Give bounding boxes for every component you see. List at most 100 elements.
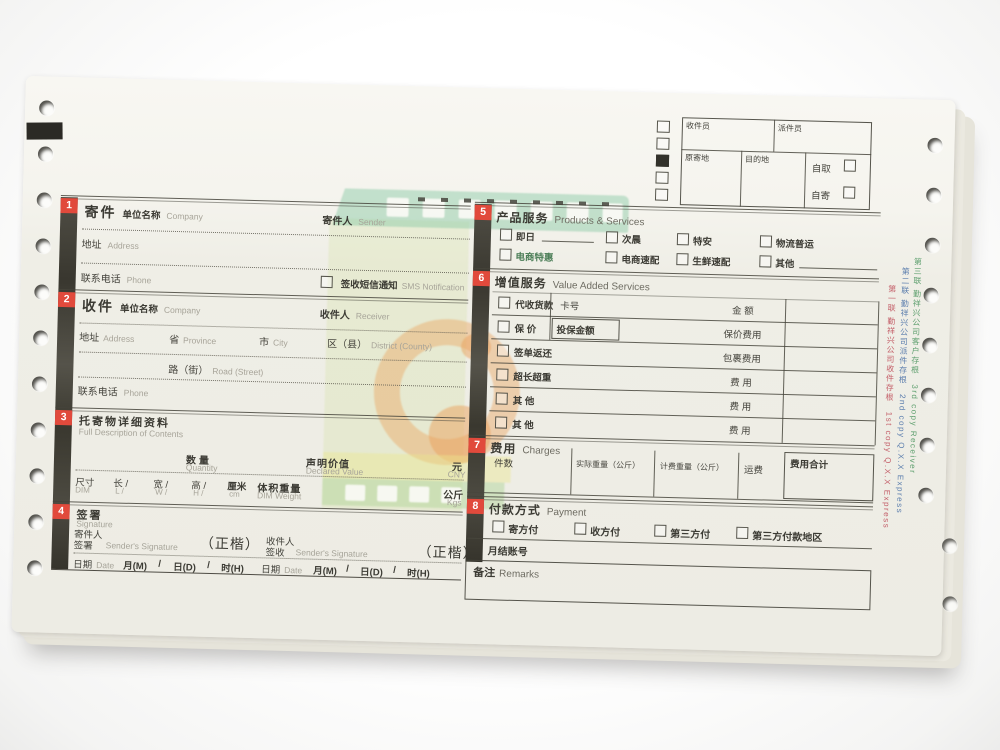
receiver-phone-label: 联系电话: [77, 386, 118, 399]
corner-checkbox-4[interactable]: [655, 171, 669, 184]
date-label-en: Date: [96, 560, 115, 571]
receiver-person-label-en: Receiver: [355, 310, 390, 322]
cm-label-en: cm: [229, 489, 240, 499]
sender-address-label-en: Address: [107, 240, 139, 252]
date-label-2-en: Date: [284, 564, 303, 576]
sender-phone-label: 联系电话: [80, 273, 121, 286]
other-vas-label-1: 其 他: [512, 395, 535, 408]
pay-third-party-checkbox[interactable]: [654, 524, 667, 537]
fresh-express-label: 生鲜速配: [692, 256, 731, 269]
pay-third-party-region-label: 第三方付款地区: [752, 531, 823, 544]
cod-amount-label: 金 额: [731, 305, 754, 318]
section1-badge: 1: [60, 197, 78, 214]
standard-logistics-checkbox[interactable]: [759, 235, 773, 248]
sender-block-letters-label: （正楷）: [199, 534, 261, 553]
city-label-en: City: [272, 337, 288, 348]
secure-express-label: 特安: [692, 236, 713, 249]
kg-label-en: Kgs: [446, 497, 462, 508]
ecommerce-express-label: 电商速配: [621, 254, 660, 267]
self-pickup-checkbox[interactable]: [843, 159, 857, 172]
corner-checkbox-2[interactable]: [656, 137, 670, 150]
package-fee-label: 包裹费用: [722, 353, 761, 366]
insured-amount-label: 投保金额: [556, 324, 595, 337]
receipt-return-label: 签单返还: [513, 347, 553, 360]
next-morning-checkbox[interactable]: [605, 231, 619, 244]
other-product-label: 其他: [775, 258, 795, 271]
length-label-en: L /: [115, 486, 124, 496]
other-fee-label-1: 费 用: [729, 401, 752, 414]
pay-receiver-checkbox[interactable]: [574, 522, 587, 535]
payment-section-title: 付款方式: [488, 502, 541, 518]
total-charges-label: 费用合计: [789, 459, 829, 472]
next-morning-label: 次晨: [621, 234, 642, 247]
sender-address-label: 地址: [81, 239, 102, 252]
origin-label: 原寄地: [684, 153, 710, 163]
products-section-title: 产品服务: [496, 210, 549, 226]
section4-badge: 4: [52, 503, 70, 520]
ecommerce-discount-checkbox[interactable]: [499, 248, 512, 261]
slash: /: [158, 558, 162, 570]
sms-label-en: SMS Notification: [401, 280, 465, 293]
other-product-checkbox[interactable]: [759, 255, 772, 268]
freight-label: 运费: [743, 464, 764, 477]
section5-badge: 5: [474, 204, 492, 221]
self-pickup-label: 自取: [811, 163, 831, 176]
remarks-label: 备注: [472, 566, 496, 580]
city-label: 市: [258, 337, 270, 349]
corner-checkbox-5[interactable]: [654, 188, 669, 201]
cod-label: 代收货款: [515, 299, 554, 312]
same-day-checkbox[interactable]: [499, 228, 513, 241]
district-label-en: District (County): [370, 340, 433, 352]
dim-weight-label-en: DIM Weight: [256, 490, 302, 502]
vas-section-title-en: Value Added Services: [552, 279, 650, 294]
charges-section-title: 费用: [490, 441, 517, 456]
self-send-checkbox[interactable]: [843, 186, 856, 199]
insured-checkbox[interactable]: [497, 320, 510, 333]
ecommerce-discount-label: 电商特惠: [515, 251, 554, 264]
oversize-fee-label: 费 用: [730, 377, 752, 390]
other-vas-checkbox-1[interactable]: [495, 392, 508, 405]
corner-checkbox-1[interactable]: [656, 120, 671, 133]
corner-checkbox-3-checked[interactable]: [655, 154, 670, 167]
products-section-title-en: Products & Services: [554, 214, 645, 229]
payment-section-title-en: Payment: [546, 506, 587, 519]
charges-section-title-en: Charges: [522, 445, 561, 458]
other-vas-checkbox-2[interactable]: [494, 416, 508, 429]
slash: /: [346, 563, 349, 575]
road-label-en: Road (Street): [212, 365, 264, 378]
sms-notification-checkbox[interactable]: [320, 275, 333, 289]
oversize-checkbox[interactable]: [496, 368, 509, 381]
vas-section-title: 增值服务: [494, 275, 547, 291]
slash: /: [207, 559, 211, 571]
section2-badge: 2: [57, 291, 76, 308]
sender-person-label-en: Sender: [358, 216, 386, 228]
card-number-label: 卡号: [560, 301, 580, 313]
other-vas-label-2: 其 他: [511, 419, 534, 432]
section8-badge: 8: [466, 498, 485, 515]
sender-person-label: 寄件人: [322, 215, 353, 228]
insured-fee-label: 保价费用: [723, 329, 762, 342]
province-label: 省: [168, 334, 180, 347]
secure-express-checkbox[interactable]: [676, 233, 690, 246]
receipt-return-checkbox[interactable]: [496, 344, 510, 357]
self-send-label: 自寄: [810, 190, 831, 203]
cod-checkbox[interactable]: [498, 296, 511, 309]
receiver-section-title: 收件: [81, 297, 115, 315]
height-label-en: H /: [193, 488, 204, 498]
pieces-label: 件数: [493, 458, 514, 470]
sender-sign-label: 签署: [73, 540, 93, 552]
cny-label-en: CNY: [447, 469, 466, 480]
insured-label: 保 价: [514, 323, 537, 336]
ecommerce-express-checkbox[interactable]: [605, 251, 618, 264]
other-fee-label-2: 费 用: [728, 425, 751, 438]
fresh-express-checkbox[interactable]: [676, 253, 689, 266]
monthly-account-label: 月结账号: [487, 546, 528, 559]
charge-weight-label: 计费重量（公斤）: [659, 461, 725, 473]
pay-sender-checkbox[interactable]: [492, 520, 505, 533]
remarks-label-en: Remarks: [498, 568, 540, 581]
road-label: 路（街）: [168, 364, 209, 377]
pay-third-party-region-checkbox[interactable]: [736, 526, 749, 540]
receiver-company-label: 单位名称: [119, 303, 159, 316]
deliver-clerk-label: 派件员: [777, 123, 803, 134]
